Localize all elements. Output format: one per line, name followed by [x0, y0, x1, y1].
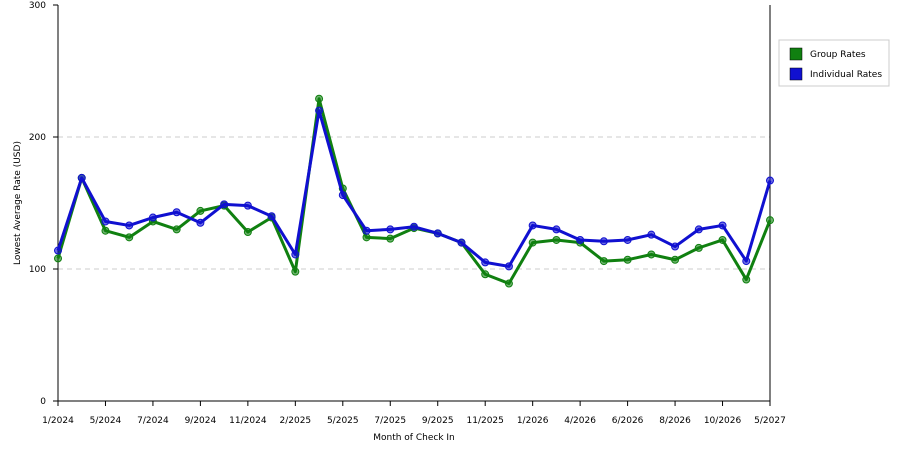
point — [552, 235, 561, 244]
x-tick-label: 6/2026 — [612, 416, 644, 426]
point — [504, 262, 513, 271]
point — [338, 191, 347, 200]
x-tick-label: 9/2024 — [185, 416, 217, 426]
point — [125, 221, 134, 230]
point — [742, 275, 751, 284]
point — [410, 222, 418, 231]
x-tick-label: 4/2026 — [564, 416, 596, 426]
x-tick-label: 2/2025 — [279, 416, 311, 426]
x-tick-label: 5/2025 — [327, 416, 359, 426]
x-tick-label: 11/2024 — [229, 416, 267, 426]
point — [504, 279, 513, 288]
point — [125, 233, 134, 242]
point — [647, 250, 656, 259]
point — [718, 235, 727, 244]
point — [291, 250, 300, 259]
point — [267, 212, 276, 221]
x-tick-label: 5/2027 — [754, 416, 786, 426]
series-line — [56, 97, 772, 286]
point — [694, 225, 703, 234]
point — [101, 217, 110, 226]
point — [481, 258, 490, 267]
point — [766, 216, 774, 225]
point — [386, 225, 395, 234]
x-tick-label: 10/2026 — [704, 416, 742, 426]
point — [481, 270, 490, 279]
x-tick-label: 1/2026 — [517, 416, 549, 426]
point — [101, 226, 110, 235]
point — [315, 94, 324, 103]
point — [315, 106, 324, 115]
point — [172, 225, 181, 234]
point — [528, 221, 537, 230]
legend-swatch — [789, 67, 803, 81]
point — [766, 176, 774, 185]
point — [362, 233, 371, 242]
y-tick-label: 200 — [29, 133, 46, 143]
x-tick-label: 7/2025 — [374, 416, 406, 426]
point — [243, 228, 252, 237]
point — [528, 238, 537, 247]
point — [77, 173, 86, 182]
y-tick-label: 300 — [29, 1, 46, 11]
point — [457, 238, 466, 247]
point — [671, 255, 680, 264]
point — [54, 254, 62, 263]
y-tick-label: 100 — [29, 265, 46, 275]
series-line — [56, 109, 772, 268]
point — [196, 206, 205, 215]
point — [196, 218, 205, 227]
point — [552, 225, 561, 234]
point — [433, 229, 442, 238]
x-tick-label: 7/2024 — [137, 416, 169, 426]
point — [148, 213, 157, 222]
point — [694, 243, 703, 252]
x-tick-label: 8/2026 — [659, 416, 691, 426]
point — [220, 200, 229, 209]
point — [291, 267, 300, 276]
point — [599, 237, 608, 246]
point — [172, 208, 181, 217]
legend-label: Individual Rates — [810, 70, 882, 80]
point — [599, 257, 608, 266]
x-tick-label: 11/2025 — [467, 416, 504, 426]
x-tick-label: 5/2024 — [90, 416, 122, 426]
x-tick-label: 9/2025 — [422, 416, 454, 426]
point — [243, 201, 252, 210]
legend-swatch — [789, 47, 803, 61]
y-tick-label: 0 — [40, 397, 46, 407]
point — [623, 235, 632, 244]
point — [623, 255, 632, 264]
point — [718, 221, 727, 230]
point — [576, 235, 585, 244]
point — [742, 257, 751, 266]
y-axis-title: Lowest Average Rate (USD) — [13, 141, 23, 265]
point — [362, 226, 371, 235]
legend-label: Group Rates — [810, 50, 866, 60]
point — [647, 230, 656, 239]
x-tick-label: 1/2024 — [42, 416, 74, 426]
x-axis-title: Month of Check In — [373, 433, 455, 443]
point — [671, 242, 680, 251]
point — [54, 246, 62, 255]
point — [386, 234, 395, 243]
